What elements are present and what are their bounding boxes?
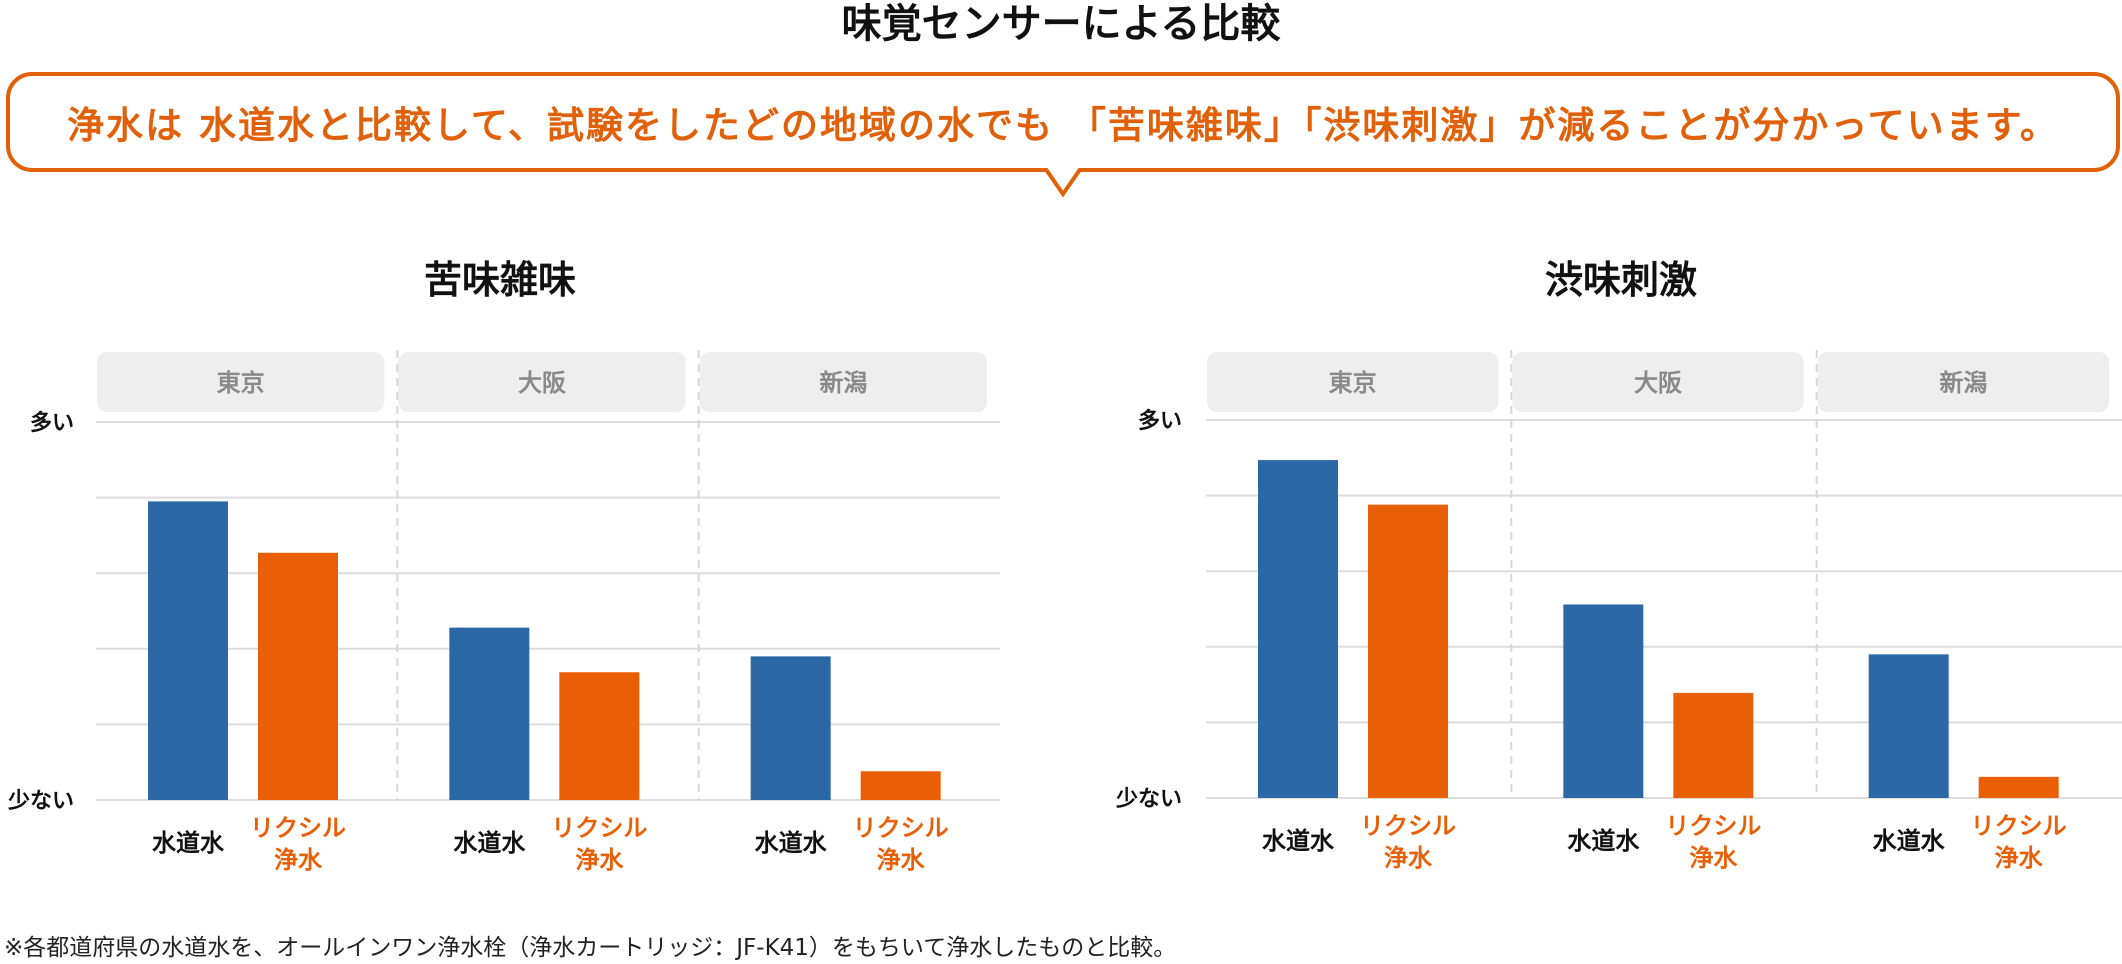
region-tab bbox=[398, 352, 686, 412]
callout-text: 浄水は 水道水と比較して、試験をしたどの地域の水でも 「苦味雑味」「渋味刺激」が… bbox=[67, 104, 2059, 147]
y-axis-top-label: 多い bbox=[30, 410, 74, 436]
category-label-line: 浄水 bbox=[877, 846, 926, 874]
category-label-line: リクシル bbox=[250, 814, 346, 842]
category-label: 水道水 bbox=[755, 829, 828, 857]
bar-lixil-filtered bbox=[1368, 504, 1448, 798]
region-tab-label: 新潟 bbox=[1939, 369, 1987, 397]
bar-lixil-filtered bbox=[559, 672, 640, 800]
category-label: 水道水 bbox=[1262, 827, 1335, 855]
category-label-line: リクシル bbox=[551, 814, 647, 842]
bar-lixil-filtered bbox=[1673, 692, 1754, 798]
category-label-line: 浄水 bbox=[1689, 844, 1738, 872]
y-axis-bottom-label: 少ない bbox=[1115, 787, 1182, 812]
y-axis-top-label: 多い bbox=[1138, 408, 1182, 434]
chart-bitterness: 東京 大阪 新潟 多い 少ない 水道水 リクシル 浄水 水道水 リクシル 浄水 水道水 リクシル 浄水 苦… bbox=[0, 250, 1060, 890]
bar-tap-water bbox=[1868, 654, 1949, 798]
bar-lixil-filtered bbox=[860, 771, 941, 800]
bar-tap-water bbox=[1258, 460, 1338, 798]
category-label-line: 浄水 bbox=[575, 846, 624, 874]
chart-astringency: 東京 大阪 新潟 多い 少ない 水道水 リクシル 浄水 水道水 リクシル 浄水 水道水 リクシル 浄水 渋… bbox=[1062, 250, 2122, 890]
bar-tap-water bbox=[1563, 604, 1644, 798]
category-label-line: 浄水 bbox=[274, 846, 323, 874]
chart-title: 苦味雑味 bbox=[423, 258, 576, 302]
chart-title: 渋味刺激 bbox=[1544, 258, 1697, 302]
category-label: 水道水 bbox=[1567, 827, 1640, 855]
page-title: 味覚センサーによる比較 bbox=[841, 1, 1281, 47]
region-tab-label: 大阪 bbox=[1634, 369, 1682, 397]
category-label: 水道水 bbox=[1873, 827, 1946, 855]
region-tab-label: 東京 bbox=[217, 369, 265, 397]
y-axis-bottom-label: 少ない bbox=[7, 789, 74, 814]
category-label: 水道水 bbox=[152, 829, 225, 857]
region-tab bbox=[97, 352, 385, 412]
region-tab bbox=[699, 352, 987, 412]
category-label-line: 浄水 bbox=[1384, 844, 1433, 872]
bar-lixil-filtered bbox=[258, 552, 338, 800]
category-label: 水道水 bbox=[453, 829, 526, 857]
bar-lixil-filtered bbox=[1978, 776, 2059, 798]
category-label-line: リクシル bbox=[1360, 812, 1456, 840]
category-label-line: リクシル bbox=[1665, 812, 1761, 840]
region-tab bbox=[1817, 352, 2109, 412]
region-tab-label: 新潟 bbox=[819, 369, 867, 397]
bar-tap-water bbox=[750, 656, 831, 800]
callout-tail bbox=[1045, 168, 1081, 198]
region-tab-label: 東京 bbox=[1329, 369, 1377, 397]
region-tab-label: 大阪 bbox=[518, 369, 566, 397]
category-label-line: リクシル bbox=[853, 814, 949, 842]
region-tab bbox=[1207, 352, 1499, 412]
callout-box: 浄水は 水道水と比較して、試験をしたどの地域の水でも 「苦味雑味」「渋味刺激」が… bbox=[6, 72, 2120, 172]
bar-tap-water bbox=[148, 501, 228, 800]
footnote: ※各都道府県の水道水を、オールインワン浄水栓（浄水カートリッジ：JF-K41）を… bbox=[4, 935, 1177, 961]
bar-tap-water bbox=[449, 627, 530, 800]
category-label-line: リクシル bbox=[1971, 812, 2067, 840]
category-label-line: 浄水 bbox=[1995, 844, 2044, 872]
region-tab bbox=[1512, 352, 1804, 412]
